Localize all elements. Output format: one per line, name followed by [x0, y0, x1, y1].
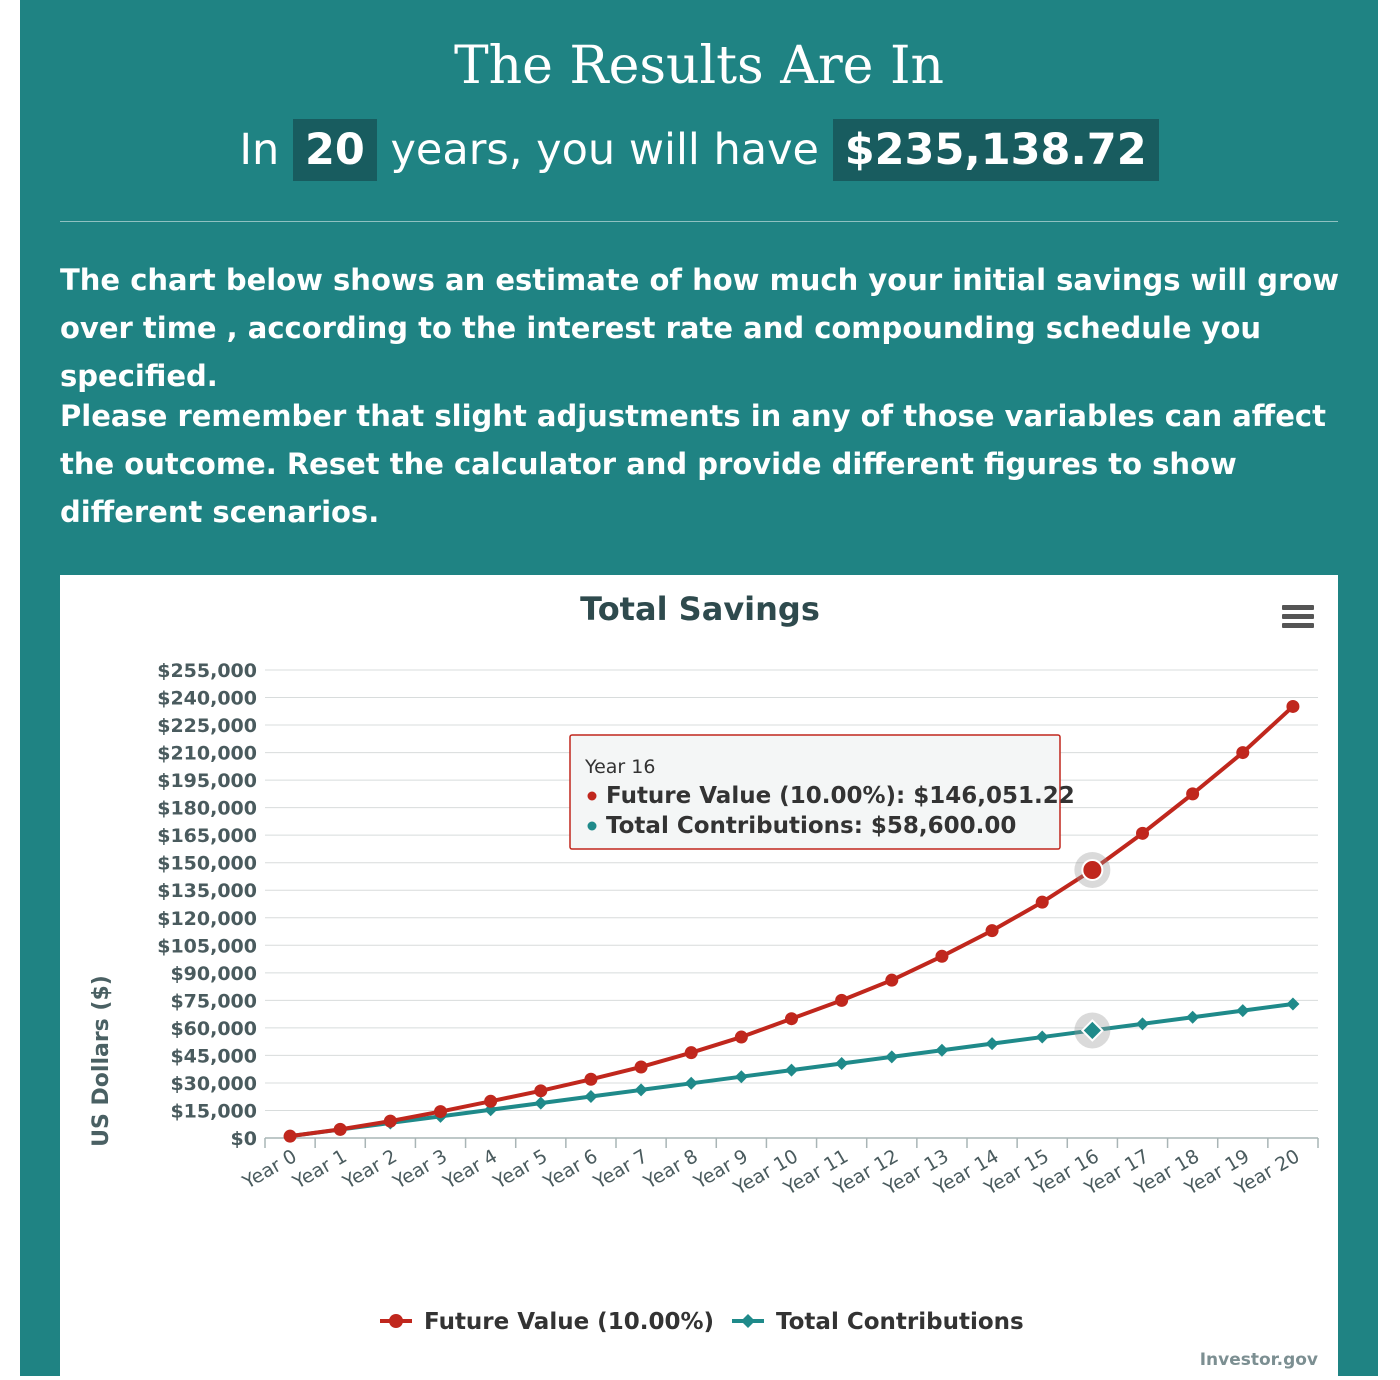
y-tick-label: $180,000	[157, 798, 257, 820]
legend[interactable]: Future Value (10.00%) Total Contributions	[380, 1309, 1024, 1335]
data-point	[1286, 997, 1300, 1011]
y-axis-ticks: $0 $15,000 $30,000 $45,000 $60,000 $75,000 $90…	[157, 660, 257, 1150]
legend-label: Future Value (10.00%)	[424, 1309, 714, 1335]
y-tick-label: $150,000	[157, 853, 257, 875]
x-tick-label: Year 6	[539, 1145, 601, 1194]
data-point	[534, 1096, 548, 1110]
data-point	[584, 1090, 598, 1104]
legend-marker	[389, 1314, 403, 1328]
x-tick-label: Year 1	[288, 1145, 350, 1194]
chart-container: $0 $15,000 $30,000 $45,000 $60,000 $75,000 $90…	[60, 575, 1338, 1376]
final-amount: $235,138.72	[832, 119, 1159, 181]
y-tick-label: $210,000	[157, 743, 257, 765]
y-tick-label: $75,000	[170, 990, 257, 1012]
data-point	[885, 973, 899, 987]
disclaimer-paragraph: Please remember that slight adjustments …	[60, 399, 1326, 529]
data-point	[734, 1030, 748, 1044]
results-summary: In 20 years, you will have $235,138.72	[20, 118, 1378, 182]
tooltip-title: Year 16	[584, 756, 655, 778]
years-value: 20	[292, 119, 377, 181]
data-point	[584, 1072, 598, 1086]
credit-link[interactable]: Investor.gov	[1200, 1350, 1318, 1370]
data-point	[684, 1076, 698, 1090]
data-point	[1186, 1010, 1200, 1024]
data-point	[985, 924, 999, 938]
tooltip-marker	[587, 821, 597, 831]
y-tick-label: $255,000	[157, 660, 257, 682]
x-tick-label: Year 2	[338, 1145, 400, 1194]
data-point	[1136, 1017, 1149, 1031]
x-tick-label: Year 0	[238, 1145, 300, 1194]
data-point	[1081, 858, 1104, 881]
y-tick-label: $45,000	[170, 1045, 257, 1067]
data-point	[283, 1129, 297, 1143]
x-tick-label: Year 5	[489, 1145, 551, 1194]
data-point	[534, 1084, 548, 1098]
data-point	[985, 1037, 999, 1051]
x-tick-label: Year 8	[639, 1145, 701, 1194]
data-point	[434, 1105, 447, 1119]
data-point	[785, 1012, 798, 1026]
tooltip-line: Future Value (10.00%): $146,051.22	[606, 783, 1075, 809]
x-tick-label: Year 3	[389, 1145, 451, 1194]
results-panel: The Results Are In In 20 years, you will…	[20, 0, 1378, 1376]
legend-label: Total Contributions	[776, 1309, 1024, 1335]
data-point	[1035, 1030, 1049, 1044]
y-tick-label: $135,000	[157, 880, 257, 902]
data-point	[634, 1060, 648, 1074]
summary-middle: years, you will have	[390, 125, 820, 175]
y-axis-label: US Dollars ($)	[89, 975, 114, 1147]
data-point	[684, 1046, 698, 1060]
y-tick-label: $240,000	[157, 688, 257, 710]
divider	[60, 221, 1338, 222]
data-point	[484, 1094, 498, 1108]
tooltip: Year 16 Future Value (10.00%): $146,051.2…	[569, 734, 1075, 850]
x-tick-label: Year 4	[439, 1145, 501, 1194]
chart-title: Total Savings	[580, 590, 820, 628]
data-point	[1236, 746, 1250, 760]
summary-prefix: In	[239, 125, 280, 175]
data-point	[1286, 699, 1300, 713]
y-tick-label: $120,000	[157, 908, 257, 930]
data-point	[383, 1114, 397, 1128]
y-tick-label: $195,000	[157, 770, 257, 792]
legend-marker	[741, 1314, 755, 1328]
y-tick-label: $225,000	[157, 715, 257, 737]
data-point	[634, 1083, 648, 1097]
tooltip-box	[569, 734, 1061, 850]
data-point	[1236, 1004, 1250, 1018]
data-point	[734, 1070, 748, 1084]
y-tick-label: $90,000	[170, 963, 257, 985]
x-tick-label: Year 7	[589, 1145, 651, 1194]
data-point	[885, 1050, 899, 1064]
y-tick-label: $0	[231, 1128, 257, 1150]
data-point	[1035, 895, 1049, 909]
data-point	[1186, 787, 1200, 801]
data-point	[1080, 1019, 1104, 1042]
data-point	[935, 949, 949, 963]
savings-chart: $0 $15,000 $30,000 $45,000 $60,000 $75,000 $90…	[89, 590, 1319, 1370]
page-title: The Results Are In	[453, 36, 945, 96]
data-point	[1136, 826, 1149, 840]
y-tick-label: $30,000	[170, 1073, 257, 1095]
explanation-paragraph: The chart below shows an estimate of how…	[60, 263, 1340, 393]
tooltip-marker	[587, 791, 597, 801]
y-tick-label: $165,000	[157, 825, 257, 847]
y-tick-label: $105,000	[157, 935, 257, 957]
tooltip-line: Total Contributions: $58,600.00	[606, 813, 1016, 839]
hamburger-menu-icon[interactable]	[1280, 603, 1316, 629]
y-tick-label: $15,000	[170, 1100, 257, 1122]
series-layer	[283, 699, 1300, 1143]
data-point	[935, 1043, 949, 1057]
data-point	[785, 1063, 798, 1077]
y-tick-label: $60,000	[170, 1018, 257, 1040]
data-point	[835, 1056, 849, 1070]
data-point	[333, 1122, 347, 1136]
data-point	[835, 993, 849, 1007]
